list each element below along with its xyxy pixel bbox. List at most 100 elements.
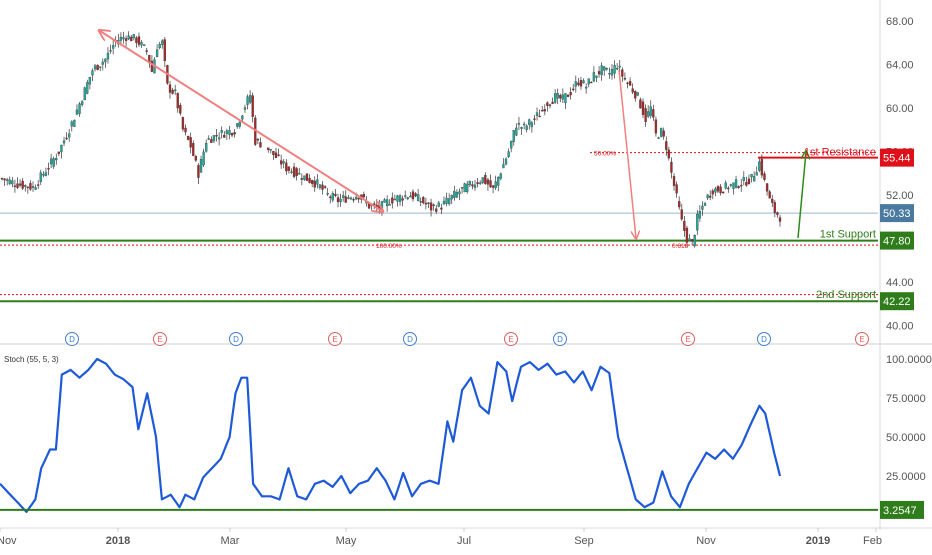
stoch-current-tag-bg	[880, 500, 924, 519]
candle-down	[771, 198, 774, 203]
candle-up	[714, 188, 717, 193]
candle-down	[192, 143, 195, 156]
candle-up	[91, 70, 94, 76]
candle-up	[753, 176, 756, 182]
candle-up	[530, 122, 534, 128]
candle-down	[401, 198, 404, 201]
candle-down	[26, 186, 29, 189]
candle-down	[47, 168, 50, 170]
candle-up	[42, 174, 45, 176]
candle-up	[31, 186, 35, 188]
candle-down	[768, 191, 771, 199]
current-price-tag-text: 50.33	[883, 208, 911, 220]
candle-up	[442, 200, 446, 205]
candle-up	[143, 44, 146, 46]
candle-up	[742, 177, 745, 181]
candle-up	[290, 171, 293, 173]
stoch-line	[0, 357, 782, 513]
dividend-marker	[757, 332, 771, 346]
candle-down	[130, 36, 133, 42]
candle-down	[223, 134, 226, 138]
candle-down	[543, 109, 546, 112]
event-marker-label: D	[761, 335, 767, 344]
earnings-marker	[681, 332, 695, 346]
time-tick-label: Jul	[457, 535, 471, 547]
candle-down	[197, 165, 200, 178]
candle-up	[659, 128, 663, 137]
candle-up	[535, 112, 539, 116]
candle-down	[626, 82, 629, 85]
candle-up	[8, 179, 11, 184]
candle-up	[34, 187, 37, 190]
candle-down	[559, 95, 562, 99]
candle-up	[592, 72, 596, 82]
candle-down	[145, 50, 148, 52]
candle-up	[481, 177, 484, 183]
candle-down	[300, 178, 303, 180]
stoch-title: Stoch (55, 5, 3)	[4, 355, 59, 364]
candle-up	[398, 195, 402, 202]
candle-up	[458, 191, 461, 195]
candle-up	[755, 172, 758, 176]
candle-up	[342, 195, 345, 198]
candle-up	[618, 65, 621, 68]
candle-down	[579, 80, 583, 87]
candle-up	[326, 193, 329, 195]
candle-down	[357, 197, 360, 200]
candle-down	[96, 64, 99, 71]
candle-up	[453, 190, 456, 199]
candle-up	[460, 187, 464, 189]
candle-up	[158, 44, 161, 49]
candle-up	[647, 111, 650, 117]
candle-up	[347, 197, 350, 199]
projection-arrow-up	[797, 152, 806, 239]
candle-down	[623, 78, 627, 80]
candle-down	[533, 118, 536, 120]
candle-down	[414, 193, 417, 197]
candle-down	[424, 202, 428, 205]
candle-down	[678, 201, 681, 208]
candle-up	[298, 173, 301, 175]
candle-up	[88, 76, 92, 85]
candle-down	[683, 220, 686, 231]
candle-down	[740, 184, 743, 187]
candle-down	[422, 197, 425, 204]
candle-up	[73, 119, 76, 127]
candle-down	[362, 194, 366, 198]
candle-up	[207, 138, 210, 140]
candle-up	[199, 159, 203, 173]
time-tick-label: Nov	[696, 535, 716, 547]
candle-down	[654, 119, 658, 134]
candle-up	[750, 173, 753, 178]
candle-up	[616, 68, 619, 70]
price-tick-label: 40.00	[886, 320, 914, 332]
candle-down	[716, 186, 720, 192]
dividend-marker	[229, 332, 243, 346]
candle-up	[688, 238, 691, 242]
candle-up	[220, 130, 223, 133]
candle-down	[285, 162, 288, 172]
candle-down	[548, 104, 552, 106]
candle-up	[582, 80, 585, 84]
candle-up	[155, 49, 159, 58]
candle-up	[734, 179, 738, 188]
candle-down	[680, 209, 683, 220]
candle-up	[574, 81, 577, 87]
candle-up	[556, 93, 559, 99]
arrows-layer	[100, 31, 806, 238]
candle-up	[507, 151, 510, 158]
candle-up	[502, 164, 505, 169]
candle-down	[639, 99, 642, 109]
candle-up	[68, 133, 71, 138]
dividend-marker	[65, 332, 79, 346]
candle-down	[189, 137, 192, 148]
candle-up	[587, 78, 590, 85]
candle-up	[758, 161, 761, 171]
candle-down	[277, 154, 280, 156]
candle-down	[719, 186, 722, 194]
candle-up	[600, 65, 603, 76]
candle-up	[561, 94, 565, 100]
candle-up	[86, 82, 89, 94]
